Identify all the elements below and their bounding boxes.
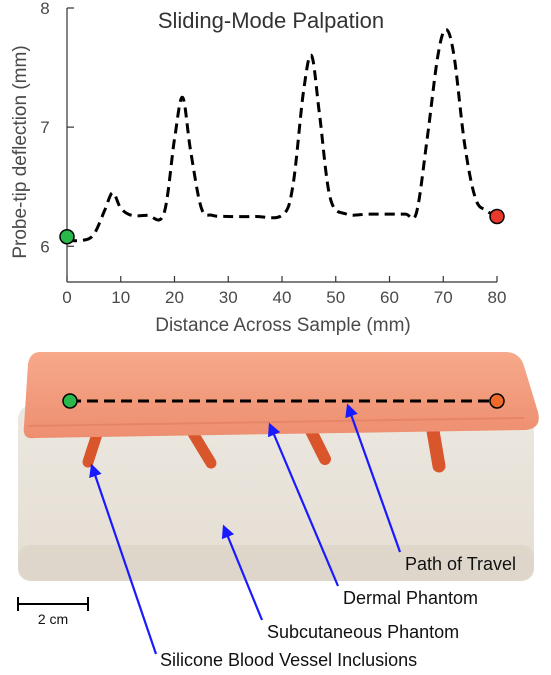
subcutaneous-phantom-shadow (18, 545, 534, 581)
path-end-marker (489, 393, 505, 409)
dermal-phantom-layer (23, 352, 539, 439)
path-start-marker (62, 393, 78, 409)
x-tick-label: 60 (380, 288, 399, 307)
y-axis-label: Probe-tip deflection (mm) (10, 45, 31, 258)
scale-bar-label: 2 cm (38, 611, 68, 627)
x-tick-label: 40 (273, 288, 292, 307)
subcutaneous-phantom-arrow (221, 524, 264, 621)
x-tick-label: 20 (165, 288, 184, 307)
y-tick-label: 6 (40, 237, 49, 256)
path-of-travel-arrow (345, 403, 402, 553)
dermal-phantom-arrow (268, 422, 340, 587)
x-tick-label: 80 (488, 288, 507, 307)
x-axis-label: Distance Across Sample (mm) (155, 315, 411, 336)
start-marker (59, 228, 75, 245)
dermal-phantom-edge (27, 417, 525, 427)
vessel-inclusions-arrow (89, 463, 158, 655)
x-tick-label: 10 (111, 288, 130, 307)
path-of-travel-label: Path of Travel (405, 554, 516, 574)
vessel-inclusion (425, 418, 446, 473)
subcutaneous-phantom-block (18, 405, 534, 581)
chart-title: Sliding-Mode Palpation (158, 8, 384, 33)
subcutaneous-phantom-label: Subcutaneous Phantom (267, 622, 459, 642)
end-marker (489, 208, 505, 225)
vessel-inclusions-label: Silicone Blood Vessel Inclusions (160, 650, 417, 670)
y-tick-label: 8 (40, 0, 49, 18)
x-tick-label: 0 (62, 288, 71, 307)
x-tick-label: 50 (326, 288, 345, 307)
x-tick-label: 70 (434, 288, 453, 307)
sample-photo: Path of Travel Dermal Phantom Subcutaneo… (17, 352, 539, 670)
x-tick-label: 30 (219, 288, 238, 307)
y-tick-label: 7 (40, 118, 49, 137)
x-ticks: 0 10 20 30 40 50 60 70 80 (62, 276, 506, 307)
dermal-phantom-label: Dermal Phantom (343, 588, 478, 608)
y-ticks: 6 7 8 (40, 0, 74, 256)
scale-bar: 2 cm (17, 597, 89, 627)
series-markers (59, 208, 505, 245)
deflection-chart: Sliding-Mode Palpation 6 7 8 0 10 20 30 40 50 60… (10, 0, 506, 336)
deflection-series-line (66, 27, 498, 243)
